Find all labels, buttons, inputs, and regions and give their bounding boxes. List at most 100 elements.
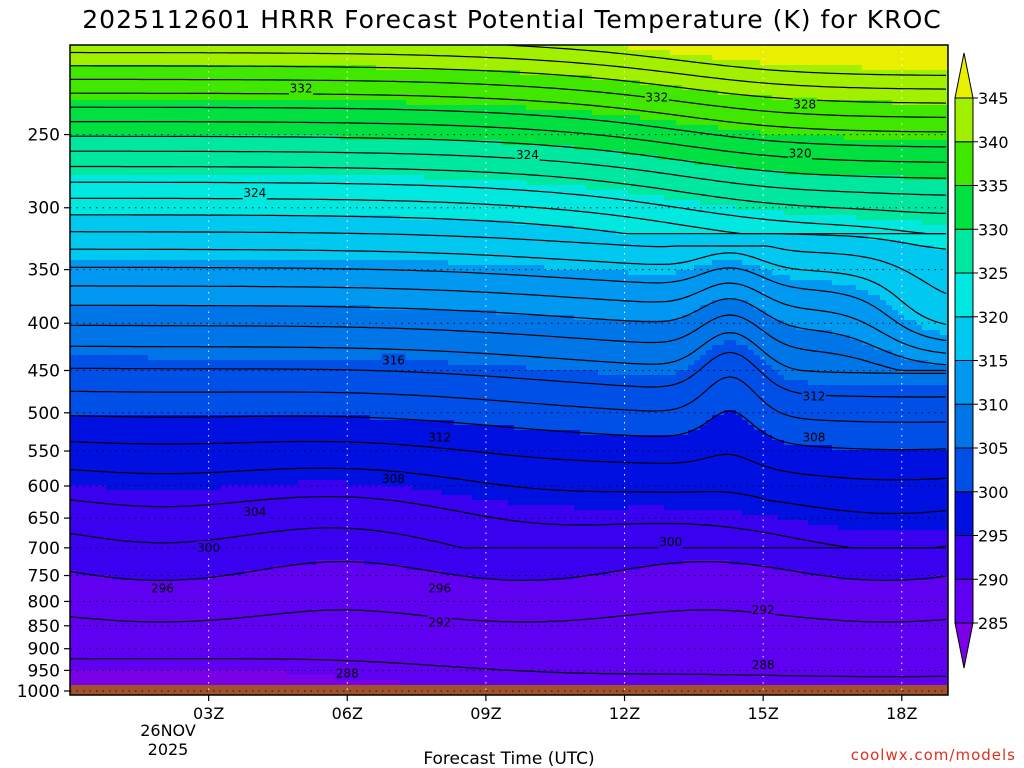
fill-cell [226, 190, 233, 196]
fill-cell [268, 70, 275, 76]
fill-cell [148, 190, 155, 196]
fill-cell [472, 180, 479, 186]
fill-cell [304, 135, 311, 141]
fill-cell [124, 85, 131, 91]
fill-cell [604, 140, 611, 146]
fill-cell [718, 75, 725, 81]
fill-cell [448, 210, 455, 216]
fill-cell [592, 70, 599, 76]
fill-cell [70, 110, 77, 116]
fill-cell [808, 115, 815, 121]
fill-cell [196, 110, 203, 116]
fill-cell [724, 140, 731, 146]
fill-cell [130, 70, 137, 76]
fill-cell [580, 55, 587, 61]
fill-cell [136, 45, 143, 51]
fill-cell [478, 200, 485, 206]
fill-cell [844, 180, 851, 186]
fill-cell [190, 60, 197, 66]
fill-cell [616, 100, 623, 106]
fill-cell [928, 200, 935, 206]
fill-cell [808, 65, 815, 71]
fill-cell [172, 125, 179, 131]
fill-cell [376, 55, 383, 61]
fill-cell [916, 135, 923, 141]
fill-cell [586, 190, 593, 196]
fill-cell [880, 55, 887, 61]
fill-cell [916, 95, 923, 101]
fill-cell [694, 170, 701, 176]
fill-cell [370, 85, 377, 91]
fill-cell [238, 45, 245, 51]
fill-cell [610, 60, 617, 66]
fill-cell [130, 140, 137, 146]
fill-cell [376, 45, 383, 51]
fill-cell [724, 190, 731, 196]
fill-cell [322, 140, 329, 146]
fill-cell [568, 90, 575, 96]
fill-cell [742, 155, 749, 161]
fill-cell [466, 90, 473, 96]
fill-cell [640, 75, 647, 81]
fill-cell [892, 50, 899, 56]
fill-cell [730, 50, 737, 56]
fill-cell [340, 100, 347, 106]
fill-cell [532, 60, 539, 66]
fill-cell [424, 145, 431, 151]
fill-cell [718, 95, 725, 101]
fill-cell [778, 150, 785, 156]
fill-cell [190, 190, 197, 196]
fill-cell [256, 80, 263, 86]
fill-cell [586, 185, 593, 191]
fill-cell [550, 140, 557, 146]
fill-cell [496, 100, 503, 106]
fill-cell [94, 120, 101, 126]
fill-cell [490, 175, 497, 181]
fill-cell [778, 105, 785, 111]
fill-cell [922, 180, 929, 186]
fill-cell [448, 75, 455, 81]
fill-cell [568, 165, 575, 171]
fill-cell [244, 145, 251, 151]
fill-cell [508, 65, 515, 71]
fill-cell [226, 95, 233, 101]
fill-cell [388, 120, 395, 126]
fill-cell [166, 55, 173, 61]
fill-cell [406, 145, 413, 151]
fill-cell [784, 205, 791, 211]
fill-cell [490, 120, 497, 126]
fill-cell [808, 60, 815, 66]
fill-cell [718, 175, 725, 181]
fill-cell [928, 145, 935, 151]
fill-cell [544, 170, 551, 176]
fill-cell [682, 90, 689, 96]
fill-cell [910, 150, 917, 156]
fill-cell [586, 200, 593, 206]
fill-cell [700, 110, 707, 116]
fill-cell [232, 195, 239, 201]
fill-cell [394, 75, 401, 81]
fill-cell [730, 115, 737, 121]
fill-cell [622, 60, 629, 66]
fill-cell [904, 200, 911, 206]
fill-cell [472, 120, 479, 126]
fill-cell [364, 55, 371, 61]
fill-cell [88, 155, 95, 161]
fill-cell [238, 90, 245, 96]
fill-cell [730, 70, 737, 76]
fill-cell [568, 150, 575, 156]
fill-cell [550, 195, 557, 201]
fill-cell [70, 115, 77, 121]
fill-cell [766, 190, 773, 196]
fill-cell [940, 65, 947, 71]
fill-cell [616, 95, 623, 101]
fill-cell [328, 95, 335, 101]
fill-cell [772, 180, 779, 186]
fill-cell [586, 155, 593, 161]
fill-cell [310, 135, 317, 141]
fill-cell [118, 110, 125, 116]
fill-cell [724, 45, 731, 51]
fill-cell [274, 190, 281, 196]
fill-cell [100, 165, 107, 171]
fill-cell [754, 65, 761, 71]
